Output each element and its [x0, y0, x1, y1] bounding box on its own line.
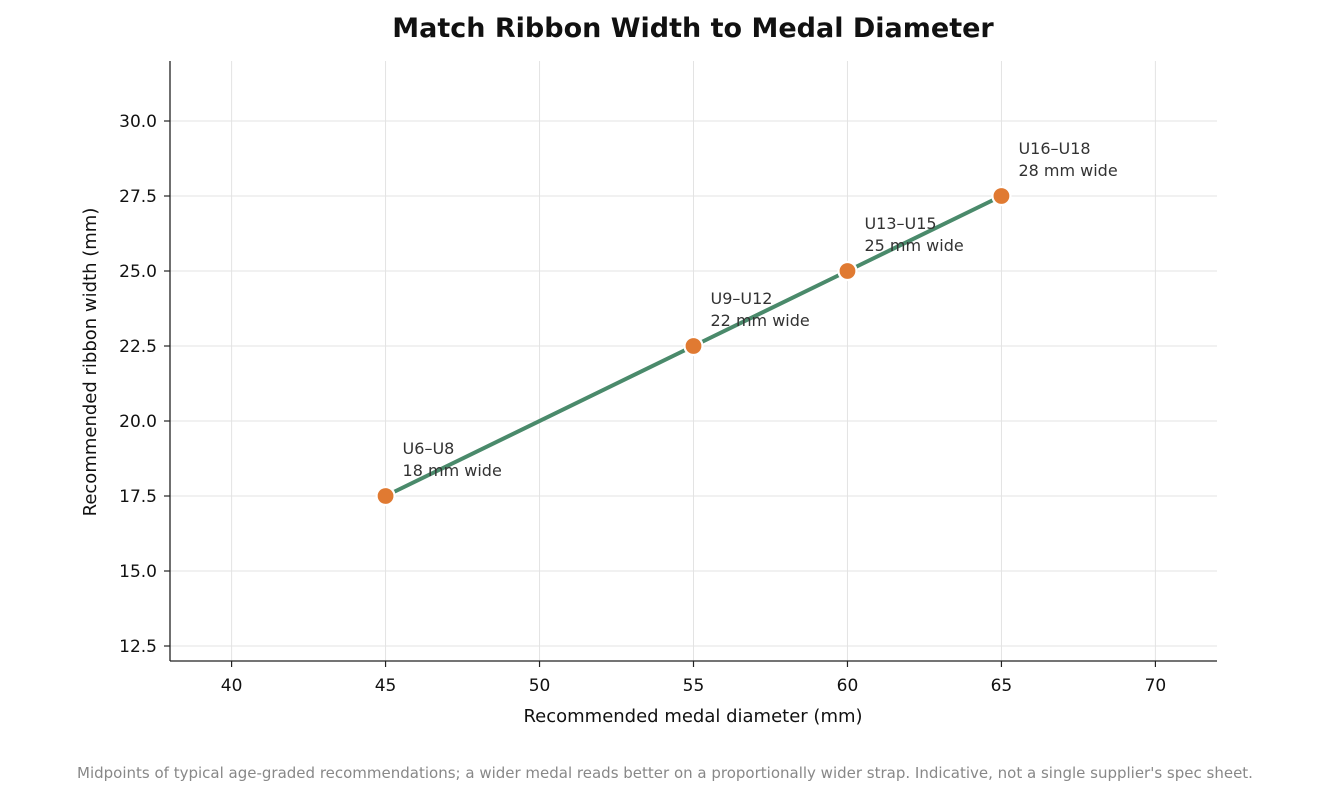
x-axis-ticks: 40 45 50 55 60 65 70 [221, 661, 1166, 696]
data-point [837, 260, 858, 282]
series-line [383, 194, 1004, 498]
grid [170, 61, 1217, 661]
chart-title: Match Ribbon Width to Medal Diameter [392, 13, 994, 44]
x-tick-label: 60 [837, 676, 859, 696]
x-tick-label: 45 [375, 676, 397, 696]
data-label: U13–U15 [864, 214, 936, 233]
y-tick-label: 17.5 [119, 487, 157, 507]
y-axis-ticks: 12.5 15.0 17.5 20.0 22.5 25.0 27.5 30.0 [119, 112, 170, 657]
y-axis-label: Recommended ribbon width (mm) [80, 208, 101, 517]
x-tick-label: 40 [221, 676, 243, 696]
y-tick-label: 30.0 [119, 112, 157, 132]
y-tick-label: 15.0 [119, 562, 157, 582]
data-label: U16–U18 [1018, 139, 1090, 158]
x-tick-label: 65 [991, 676, 1013, 696]
x-tick-label: 50 [529, 676, 551, 696]
y-tick-label: 22.5 [119, 337, 157, 357]
footnote: Midpoints of typical age-graded recommen… [77, 764, 1253, 782]
data-label: U9–U12 [711, 289, 773, 308]
data-label: 22 mm wide [711, 311, 810, 330]
x-tick-label: 70 [1145, 676, 1167, 696]
data-point [683, 335, 704, 357]
y-tick-label: 12.5 [119, 637, 157, 657]
y-tick-label: 20.0 [119, 412, 157, 432]
y-tick-label: 25.0 [119, 262, 157, 282]
series [375, 185, 1012, 507]
data-point [991, 185, 1012, 207]
annotations: U6–U8 18 mm wide U9–U12 22 mm wide U13–U15 25… [403, 139, 1118, 480]
x-tick-label: 55 [683, 676, 705, 696]
data-point [375, 485, 396, 507]
x-axis-label: Recommended medal diameter (mm) [523, 706, 862, 727]
data-label: 18 mm wide [403, 461, 502, 480]
y-tick-label: 27.5 [119, 187, 157, 207]
data-label: U6–U8 [403, 439, 455, 458]
data-label: 25 mm wide [864, 236, 963, 255]
data-label: 28 mm wide [1018, 161, 1117, 180]
